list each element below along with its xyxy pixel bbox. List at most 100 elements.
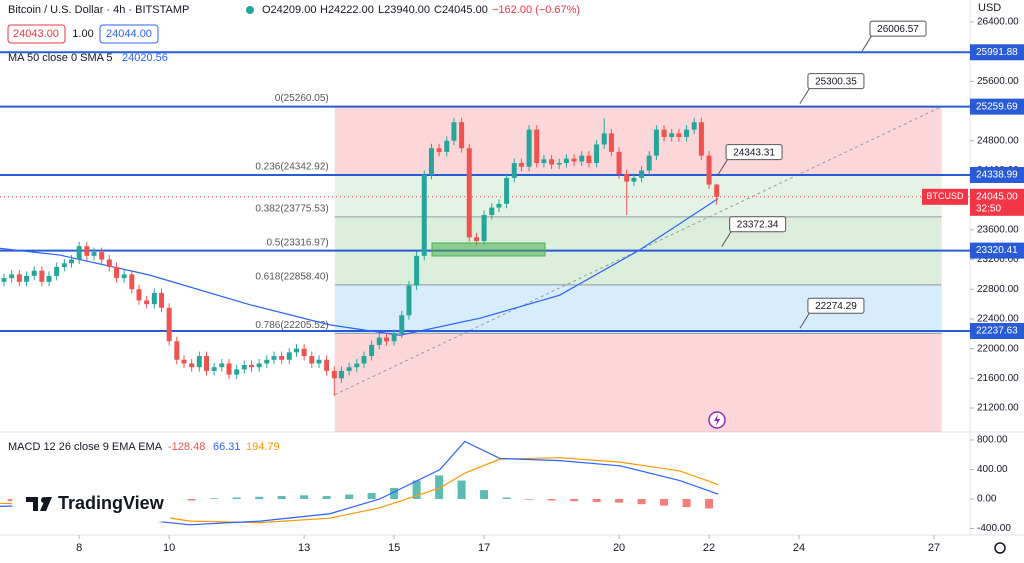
macd-histogram-bar (637, 498, 646, 505)
candle-body (144, 300, 150, 305)
position-box (431, 242, 546, 257)
candle-body (204, 356, 210, 371)
callout-text: 22274.29 (815, 301, 857, 312)
candle-body (76, 246, 82, 260)
ma-title: MA 50 close 0 SMA 5 (8, 52, 113, 64)
logo-dot (41, 497, 47, 503)
macd-histogram-bar (570, 498, 579, 502)
candle-body (1, 278, 7, 282)
last-price-label: 24045.00 (976, 191, 1018, 202)
macd-histogram-bar (705, 498, 714, 509)
candle-body (511, 163, 517, 178)
candle-body (91, 252, 97, 256)
macd-histogram-bar (525, 498, 534, 500)
ohlc-low: L23940.00 (378, 4, 430, 16)
fib-zone (334, 250, 942, 285)
macd-histogram-bar (480, 490, 489, 499)
candle-body (489, 207, 495, 215)
macd-histogram-bar (322, 496, 331, 499)
candle-body (653, 129, 659, 156)
candle-body (114, 266, 120, 279)
candle-body (669, 133, 675, 138)
candle-body (436, 148, 442, 152)
candle-body (526, 129, 532, 167)
callout-box (807, 297, 865, 314)
candle-body (9, 274, 15, 279)
x-tick-label: 27 (928, 542, 940, 554)
candle-body (271, 356, 277, 360)
candle-body (496, 203, 502, 208)
ohlc-change: −162.00 (−0.67%) (492, 4, 580, 16)
candle-body (16, 274, 22, 282)
candle-body (129, 274, 135, 290)
macd-histogram-bar (232, 497, 241, 499)
level-price-label: 24338.99 (976, 170, 1018, 181)
candle-body (563, 158, 569, 164)
buy-price[interactable]: 24044.00 (106, 28, 152, 40)
level-price-box (970, 44, 1024, 61)
candle-body (166, 307, 172, 342)
y-tick-label: 21600.00 (977, 373, 1019, 384)
quantity: 1.00 (72, 28, 93, 40)
macd-histogram-bar (547, 498, 556, 501)
signal-value: 194.79 (246, 441, 280, 453)
candle-body (518, 163, 524, 167)
x-tick-label: 20 (613, 542, 625, 554)
candle-body (31, 270, 37, 276)
candle-body (698, 122, 704, 156)
candle-body (406, 285, 412, 316)
callout-text: 26006.57 (877, 24, 919, 35)
candle-body (639, 170, 645, 178)
macd-histogram-bar (345, 494, 354, 499)
x-tick-label: 22 (703, 542, 715, 554)
macd-histogram-bar (277, 496, 286, 499)
symbol-tag (922, 188, 968, 205)
buy-button[interactable] (99, 24, 159, 44)
candle-body (99, 252, 105, 260)
candle-body (338, 370, 344, 379)
macd-hist-value: -128.48 (168, 441, 205, 453)
candle-body (624, 174, 630, 182)
candle-body (264, 359, 270, 364)
level-price-box (970, 242, 1024, 259)
fib-label: 0(25260.05) (275, 93, 329, 104)
macd-histogram-bar (592, 498, 601, 502)
y-tick-label: 24800.00 (977, 135, 1019, 146)
macd-value: 66.31 (213, 441, 241, 453)
y-tick-label: 23600.00 (977, 224, 1019, 235)
level-price-label: 22237.63 (976, 326, 1018, 337)
macd-histogram-bar (502, 497, 511, 499)
level-price-box (970, 322, 1024, 339)
macd-histogram-bar (660, 498, 669, 506)
candle-body (534, 129, 540, 164)
candle-body (571, 158, 577, 162)
y-tick-label: 26400.00 (977, 17, 1019, 28)
fib-zone (334, 333, 942, 432)
ohlc-high: H24222.00 (320, 4, 374, 16)
ma-value: 24020.56 (122, 52, 168, 64)
candle-body (121, 274, 127, 279)
sell-price[interactable]: 24043.00 (13, 28, 59, 40)
fib-label: 0.618(22858.40) (255, 272, 328, 283)
candle-body (84, 246, 90, 256)
callout-leader (799, 87, 811, 104)
candle-body (601, 133, 607, 145)
candle-body (481, 214, 487, 241)
level-price-label: 25259.69 (976, 101, 1018, 112)
candle-body (594, 144, 600, 164)
candle-body (293, 348, 299, 353)
callout-box (725, 144, 783, 161)
callout-text: 25300.35 (815, 76, 857, 87)
candle-body (54, 266, 60, 276)
candle-body (661, 129, 667, 138)
macd-histogram-bar (457, 480, 466, 499)
settings-icon[interactable] (994, 542, 1006, 554)
candle-body (383, 337, 389, 342)
x-tick-label: 10 (163, 542, 175, 554)
ohlc-close: C24045.00 (434, 4, 488, 16)
sell-button[interactable] (7, 24, 66, 44)
macd-y-tick-label: 0.00 (977, 494, 997, 505)
candle-body (676, 133, 682, 138)
currency[interactable]: USD (978, 2, 1001, 14)
